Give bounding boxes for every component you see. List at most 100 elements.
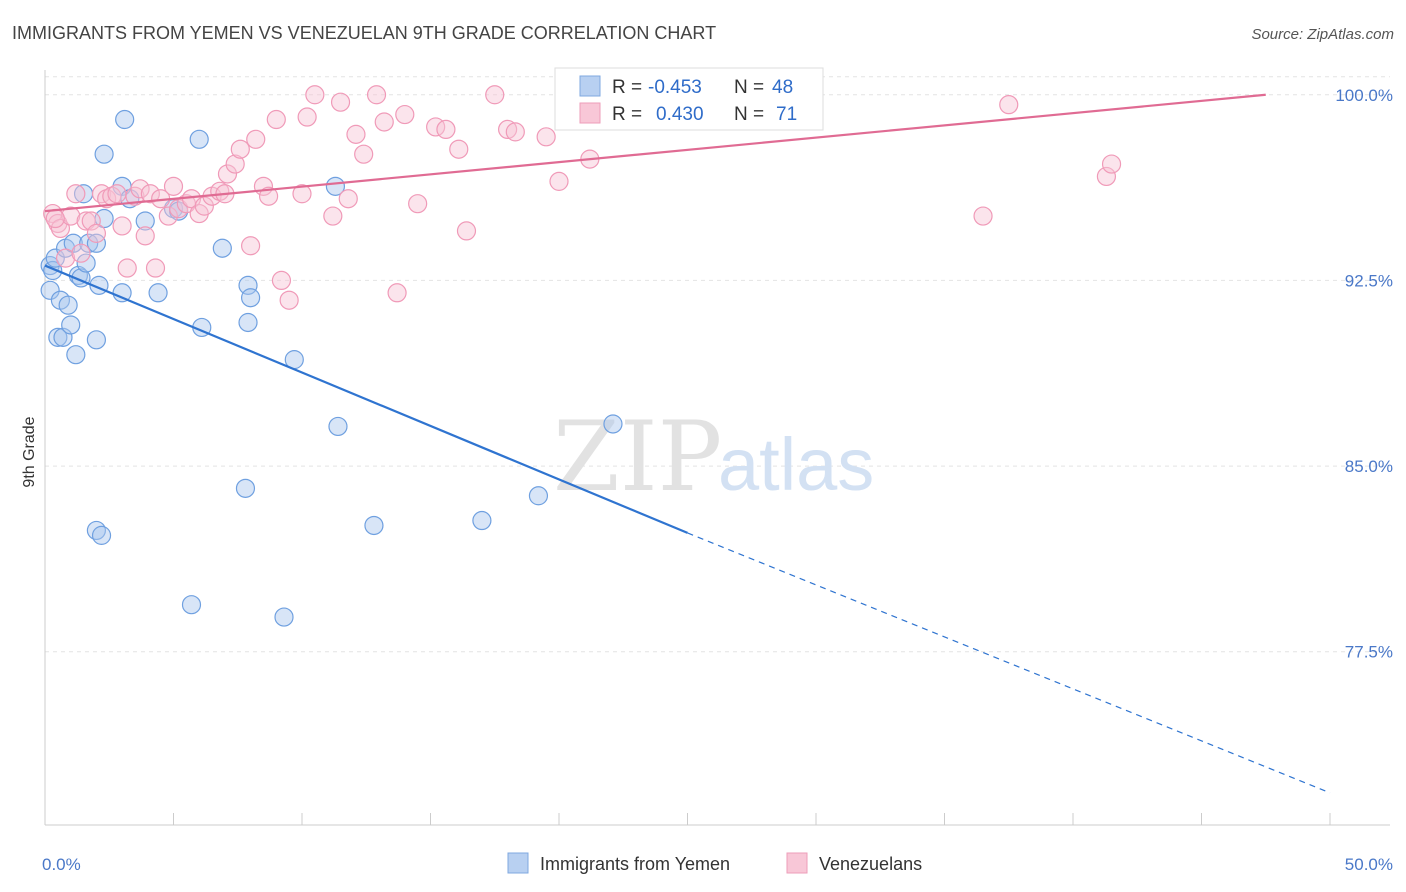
legend-r-label-yemen: R = xyxy=(612,77,642,98)
venezuelans-point-7 xyxy=(76,211,96,231)
y-tick-label-2: 85.0% xyxy=(1345,457,1393,476)
venezuelans-point-19 xyxy=(140,184,160,204)
venezuelans-point-33 xyxy=(225,154,245,174)
venezuelans-point-66 xyxy=(973,206,993,226)
venezuelans-point-54 xyxy=(408,194,428,214)
venezuelans-point-68 xyxy=(1096,166,1117,187)
venezuelans-point-41 xyxy=(279,290,299,310)
venezuelans-point-13 xyxy=(107,184,127,204)
watermark-zip: ZIP xyxy=(553,401,722,513)
venezuelans-point-2 xyxy=(50,218,71,239)
venezuelans-point-63 xyxy=(549,171,569,191)
venezuelans-point-67 xyxy=(999,95,1019,115)
venezuelans-point-44 xyxy=(305,85,325,105)
venezuelans-point-48 xyxy=(346,124,366,144)
venezuelans-point-42 xyxy=(292,184,312,204)
venezuelans-point-51 xyxy=(374,112,394,132)
venezuelans-point-22 xyxy=(158,206,178,226)
venezuelans-point-39 xyxy=(266,109,286,130)
yemen-point-35 xyxy=(241,288,261,308)
venezuelans-point-53 xyxy=(395,104,415,125)
yemen-point-8 xyxy=(61,315,81,335)
venezuelans-point-5 xyxy=(66,184,86,204)
yemen-point-27 xyxy=(148,283,168,303)
venezuelans-point-46 xyxy=(330,92,351,112)
venezuelans-point-4 xyxy=(61,206,81,226)
yemen-point-39 xyxy=(328,416,348,437)
venezuelans-point-70 xyxy=(45,208,65,229)
venezuelans-point-62 xyxy=(536,127,556,147)
yemen-point-42 xyxy=(528,486,549,506)
x-tick-label-0: 0.0% xyxy=(42,855,81,874)
trend-line-venezuelans xyxy=(44,93,1266,213)
legend-n-label-venezuelans: N = xyxy=(734,104,764,125)
yemen-point-17 xyxy=(86,233,107,253)
venezuelans-point-9 xyxy=(86,223,107,243)
chart-title: IMMIGRANTS FROM YEMEN VS VENEZUELAN 9TH … xyxy=(12,23,716,43)
venezuelans-point-69 xyxy=(1101,154,1122,174)
y-tick-label-3: 77.5% xyxy=(1345,643,1393,662)
venezuelans-point-47 xyxy=(338,189,358,209)
yemen-point-36 xyxy=(235,478,256,498)
series-legend: Immigrants from Yemen Venezuelans xyxy=(507,852,922,874)
yemen-point-3 xyxy=(40,280,60,300)
venezuelans-point-45 xyxy=(323,206,343,226)
chart-source: Source: ZipAtlas.com xyxy=(1251,26,1394,43)
legend-n-value-venezuelans: 71 xyxy=(776,104,797,125)
venezuelans-point-57 xyxy=(449,139,469,159)
yemen-point-24 xyxy=(115,109,135,130)
venezuelans-point-18 xyxy=(135,226,155,246)
axes xyxy=(44,70,1390,826)
watermark: ZIP atlas xyxy=(553,401,874,513)
yemen-point-5 xyxy=(48,327,68,347)
bottom-legend-label-yemen: Immigrants from Yemen xyxy=(540,854,730,874)
venezuelans-point-50 xyxy=(366,85,387,105)
venezuelans-point-32 xyxy=(217,164,238,184)
yemen-point-32 xyxy=(212,238,232,258)
venezuelans-point-38 xyxy=(258,186,279,206)
venezuelans-point-40 xyxy=(271,270,292,291)
venezuelans-point-8 xyxy=(81,211,101,231)
yemen-point-21 xyxy=(94,144,114,164)
gridlines xyxy=(45,76,1390,653)
yemen-point-16 xyxy=(79,233,99,253)
yemen-point-41 xyxy=(472,510,492,531)
yemen-point-2 xyxy=(45,248,65,268)
yemen-point-26 xyxy=(135,211,155,231)
y-tick-label-0: 100.0% xyxy=(1335,86,1393,105)
yemen-point-46 xyxy=(181,595,202,615)
x-tick-label-1: 50.0% xyxy=(1345,855,1393,874)
venezuelans-point-28 xyxy=(194,196,214,216)
legend-swatch-venezuelans xyxy=(579,102,601,124)
venezuelans-point-36 xyxy=(246,129,266,149)
trend-lines xyxy=(44,93,1331,794)
legend-n-label-yemen: N = xyxy=(734,77,764,98)
legend-r-label-venezuelans: R = xyxy=(612,104,642,125)
venezuelans-point-52 xyxy=(387,283,407,303)
venezuelans-point-34 xyxy=(230,139,250,159)
venezuelans-point-43 xyxy=(297,107,317,127)
yemen-point-6 xyxy=(58,295,78,315)
series-venezuelans-points xyxy=(43,85,1122,310)
yemen-point-15 xyxy=(76,253,96,273)
venezuelans-point-49 xyxy=(354,144,374,164)
venezuelans-point-56 xyxy=(436,119,456,140)
trend-line-yemen-extension xyxy=(687,532,1331,794)
legend-r-value-venezuelans: 0.430 xyxy=(656,104,704,125)
yemen-point-33 xyxy=(238,275,258,295)
venezuelans-point-15 xyxy=(117,258,137,278)
yemen-point-38 xyxy=(325,176,346,196)
venezuelans-point-11 xyxy=(97,189,117,209)
y-axis-label: 9th Grade xyxy=(21,416,38,487)
venezuelans-point-59 xyxy=(485,85,505,105)
yemen-point-47 xyxy=(274,607,294,627)
bottom-legend-swatch-venezuelans xyxy=(786,852,808,874)
venezuelans-point-14 xyxy=(112,216,132,236)
venezuelans-point-60 xyxy=(498,119,518,140)
legend-n-value-yemen: 48 xyxy=(772,77,793,98)
bottom-legend-swatch-yemen xyxy=(507,852,529,874)
legend-swatch-yemen xyxy=(579,75,601,97)
y-tick-labels: 100.0% 92.5% 85.0% 77.5% xyxy=(1335,86,1393,662)
yemen-point-9 xyxy=(66,345,86,365)
